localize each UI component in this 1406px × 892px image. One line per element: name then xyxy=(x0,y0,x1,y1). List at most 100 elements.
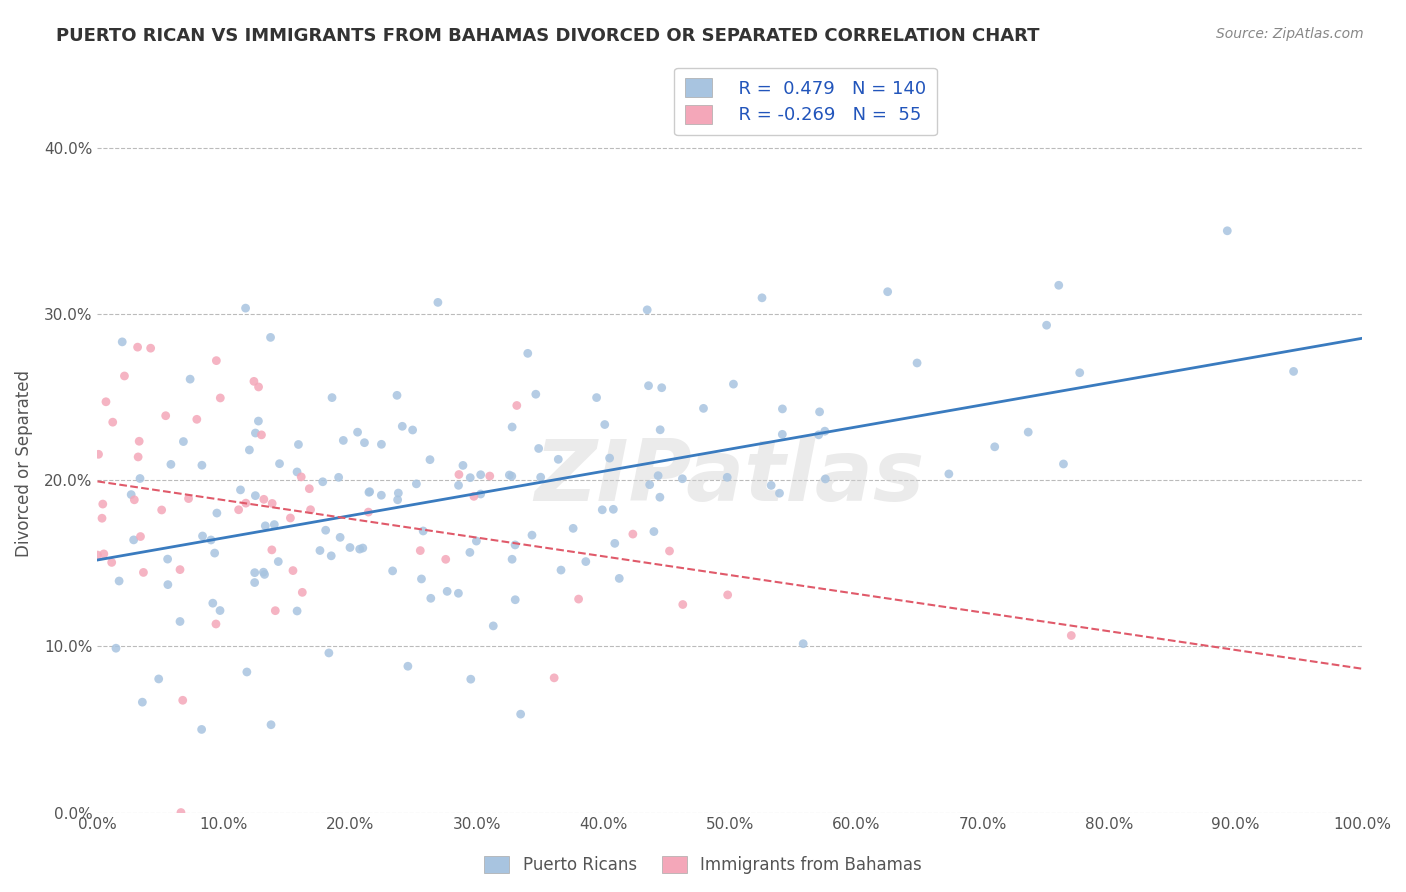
Point xyxy=(478,469,501,483)
Point xyxy=(501,469,523,483)
Text: Source: ZipAtlas.com: Source: ZipAtlas.com xyxy=(1216,27,1364,41)
Point xyxy=(460,672,482,686)
Point xyxy=(254,519,277,533)
Point xyxy=(208,603,231,617)
Point xyxy=(200,533,222,547)
Point xyxy=(172,693,194,707)
Point xyxy=(346,425,368,439)
Point xyxy=(470,487,492,501)
Point xyxy=(205,353,228,368)
Point xyxy=(160,458,183,472)
Point xyxy=(280,511,302,525)
Point xyxy=(201,596,224,610)
Point xyxy=(108,574,131,588)
Point xyxy=(396,659,419,673)
Point xyxy=(298,482,321,496)
Point xyxy=(235,301,257,315)
Point xyxy=(527,442,550,456)
Point xyxy=(647,468,669,483)
Point xyxy=(285,604,308,618)
Point xyxy=(93,547,115,561)
Point xyxy=(602,502,624,516)
Point xyxy=(447,586,470,600)
Point xyxy=(124,492,146,507)
Legend:   R =  0.479   N = 140,   R = -0.269   N =  55: R = 0.479 N = 140, R = -0.269 N = 55 xyxy=(675,68,936,136)
Point xyxy=(148,672,170,686)
Point xyxy=(104,641,127,656)
Point xyxy=(591,503,613,517)
Point xyxy=(501,552,523,566)
Point xyxy=(177,491,200,506)
Point xyxy=(1216,224,1239,238)
Point xyxy=(1052,457,1074,471)
Point xyxy=(339,541,361,555)
Point xyxy=(129,530,152,544)
Point xyxy=(643,524,665,539)
Point xyxy=(405,476,427,491)
Point xyxy=(648,490,671,504)
Point xyxy=(235,496,257,510)
Point xyxy=(229,483,252,497)
Point xyxy=(101,415,124,429)
Point xyxy=(309,543,332,558)
Point xyxy=(447,467,470,482)
Point xyxy=(321,549,343,563)
Point xyxy=(547,452,569,467)
Point xyxy=(419,591,441,606)
Text: ZIPatlas: ZIPatlas xyxy=(534,436,925,519)
Point xyxy=(409,543,432,558)
Point xyxy=(401,423,423,437)
Point xyxy=(129,471,152,485)
Point xyxy=(132,566,155,580)
Point xyxy=(524,387,547,401)
Point xyxy=(671,472,693,486)
Point xyxy=(458,545,481,559)
Point xyxy=(205,617,228,632)
Point xyxy=(321,391,343,405)
Text: PUERTO RICAN VS IMMIGRANTS FROM BAHAMAS DIVORCED OR SEPARATED CORRELATION CHART: PUERTO RICAN VS IMMIGRANTS FROM BAHAMAS … xyxy=(56,27,1040,45)
Point xyxy=(179,372,201,386)
Point xyxy=(543,671,565,685)
Point xyxy=(243,566,266,580)
Point xyxy=(318,646,340,660)
Point xyxy=(770,401,793,416)
Point xyxy=(353,435,375,450)
Point xyxy=(150,503,173,517)
Point xyxy=(209,391,232,405)
Point xyxy=(520,528,543,542)
Point xyxy=(250,428,273,442)
Point xyxy=(328,470,350,484)
Point xyxy=(482,619,505,633)
Point xyxy=(190,723,212,737)
Point xyxy=(357,485,380,500)
Point xyxy=(370,488,392,502)
Point xyxy=(651,381,673,395)
Point xyxy=(599,451,621,466)
Point xyxy=(1069,366,1091,380)
Point xyxy=(465,534,488,549)
Point xyxy=(692,401,714,416)
Point xyxy=(291,585,314,599)
Point xyxy=(503,592,526,607)
Point xyxy=(91,511,114,525)
Point xyxy=(263,517,285,532)
Point xyxy=(204,546,226,560)
Point xyxy=(636,302,658,317)
Point xyxy=(352,541,374,555)
Point xyxy=(792,637,814,651)
Point xyxy=(503,538,526,552)
Point xyxy=(262,496,284,510)
Point xyxy=(290,470,312,484)
Point xyxy=(509,707,531,722)
Point xyxy=(120,487,142,501)
Point xyxy=(329,530,352,544)
Point xyxy=(357,505,380,519)
Point xyxy=(191,458,214,473)
Point xyxy=(243,375,266,389)
Point xyxy=(312,475,335,489)
Point xyxy=(716,470,738,484)
Point xyxy=(568,592,591,607)
Point xyxy=(287,437,309,451)
Point xyxy=(412,524,434,538)
Point xyxy=(205,506,228,520)
